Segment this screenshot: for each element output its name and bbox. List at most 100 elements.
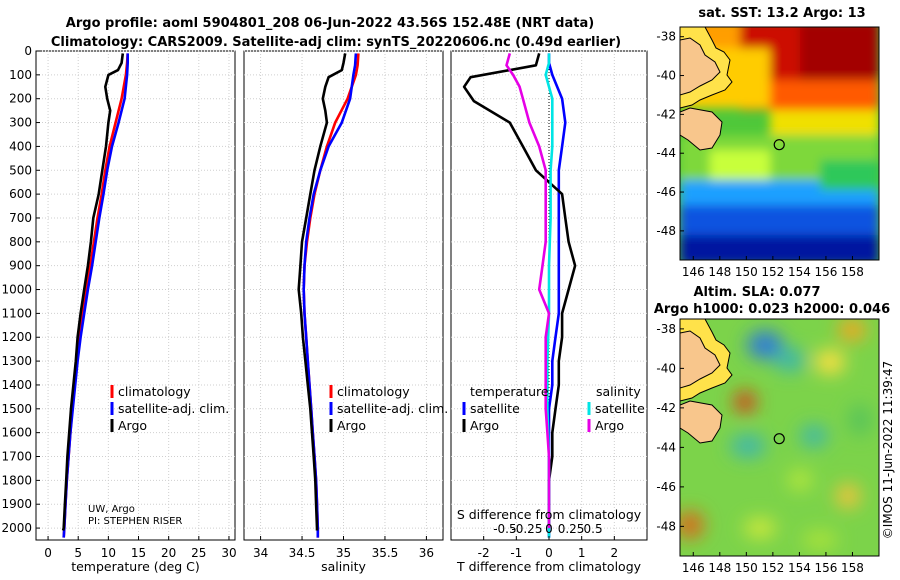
y-tick-label: 1300 xyxy=(1,354,32,368)
x-tick-label: 35 xyxy=(336,546,351,560)
map-x-tick-label: 156 xyxy=(814,561,837,575)
map-x-tick-label: 150 xyxy=(735,265,758,279)
y-tick-label: 1400 xyxy=(1,378,32,392)
sla-map-title-line2: Argo h1000: 0.023 h2000: 0.046 xyxy=(654,302,890,317)
map-y-tick-label: -48 xyxy=(656,519,676,533)
y-tick-label: 1600 xyxy=(1,426,32,440)
map-x-tick-label: 146 xyxy=(682,265,705,279)
difference-xlabel-s: S difference from climatology xyxy=(457,507,642,522)
imos-watermark: ©IMOS 11-Jun-2022 11:39:47 xyxy=(881,361,895,539)
y-tick-label: 1000 xyxy=(1,283,32,297)
x-tick-label: 0 xyxy=(545,546,553,560)
y-tick-label: 1900 xyxy=(1,497,32,511)
x-tick-label: 25 xyxy=(191,546,206,560)
map-x-tick-label: 158 xyxy=(841,561,864,575)
y-tick-label: 0 xyxy=(24,44,32,58)
y-tick-label: 200 xyxy=(9,92,32,106)
legend-label-satellite: satellite-adj. clim. xyxy=(118,401,229,416)
legend-label-t-satellite: satellite xyxy=(470,401,520,416)
difference-xlabel-t: T difference from climatology xyxy=(456,559,642,574)
series-line-t-argo xyxy=(462,53,577,529)
temperature-panel: 0100200300400500600700800900100011001200… xyxy=(1,44,236,574)
map-y-tick-label: -44 xyxy=(656,146,676,160)
x-tick-label: -1 xyxy=(510,546,522,560)
sla-argo-marker xyxy=(773,433,785,445)
y-tick-label: 1800 xyxy=(1,473,32,487)
legend-label-climatology: climatology xyxy=(337,384,410,399)
s-tick-label: 0.5 xyxy=(584,522,603,536)
credit-line1: UW, Argo xyxy=(88,504,135,515)
y-tick-label: 100 xyxy=(9,68,32,82)
map-x-tick-label: 154 xyxy=(788,265,811,279)
x-tick-label: 20 xyxy=(161,546,176,560)
map-x-tick-label: 152 xyxy=(761,265,784,279)
y-tick-label: 1500 xyxy=(1,402,32,416)
legend-label-s-satellite: satellite xyxy=(595,401,645,416)
map-y-tick-label: -48 xyxy=(656,224,676,238)
salinity-axes xyxy=(243,50,444,541)
sst-map-title: sat. SST: 13.2 Argo: 13 xyxy=(698,6,865,21)
s-tick-label: 0 xyxy=(545,522,553,536)
y-tick-label: 2000 xyxy=(1,521,32,535)
legend-title-temperature: temperature xyxy=(470,384,549,399)
y-tick-label: 700 xyxy=(9,211,32,225)
legend-label-t-argo: Argo xyxy=(470,418,499,433)
series-line-argo xyxy=(297,53,347,531)
y-tick-label: 900 xyxy=(9,259,32,273)
map-x-tick-label: 148 xyxy=(708,561,731,575)
x-tick-label: 34 xyxy=(253,546,268,560)
sst-map-frame xyxy=(679,26,880,261)
y-tick-label: 500 xyxy=(9,163,32,177)
legend-title-salinity: salinity xyxy=(596,384,641,399)
x-tick-label: 1 xyxy=(578,546,586,560)
map-x-tick-label: 150 xyxy=(735,561,758,575)
legend-label-argo: Argo xyxy=(118,418,147,433)
s-tick-label: 0.25 xyxy=(558,522,585,536)
legend-label-climatology: climatology xyxy=(118,384,191,399)
salinity-legend: climatology satellite-adj. clim. Argo xyxy=(329,384,448,433)
y-tick-label: 300 xyxy=(9,116,32,130)
temperature-legend: climatology satellite-adj. clim. Argo xyxy=(110,384,229,433)
s-tick-label: -0.25 xyxy=(511,522,542,536)
x-tick-label: 0 xyxy=(44,546,52,560)
difference-legend: temperature satellite Argo salinity sate… xyxy=(462,384,645,433)
sla-map-frame xyxy=(679,318,880,557)
x-tick-label: 30 xyxy=(221,546,236,560)
legend-label-s-argo: Argo xyxy=(595,418,624,433)
map-y-tick-label: -46 xyxy=(656,185,676,199)
sla-map: Altim. SLA: 0.077 Argo h1000: 0.023 h200… xyxy=(654,285,890,575)
sst-map: sat. SST: 13.2 Argo: 13 14 xyxy=(656,6,880,279)
difference-panel: -2 -1 0 1 2 -0.5-0.25 0 0.25 0.5 T difference f… xyxy=(450,50,648,574)
sst-argo-marker xyxy=(773,139,785,151)
map-x-tick-label: 154 xyxy=(788,561,811,575)
salinity-panel: 34 34.5 35 35.5 36 salinity climatology sate… xyxy=(243,50,448,574)
map-y-tick-label: -40 xyxy=(656,361,676,375)
map-y-tick-label: -38 xyxy=(656,322,676,336)
x-tick-label: 35.5 xyxy=(372,546,399,560)
y-tick-label: 800 xyxy=(9,235,32,249)
y-tick-label: 1100 xyxy=(1,306,32,320)
map-y-tick-label: -42 xyxy=(656,401,676,415)
series-line-argo xyxy=(61,53,125,531)
x-tick-label: 15 xyxy=(131,546,146,560)
series-line-s-argo xyxy=(505,53,551,529)
figure-title-line2: Climatology: CARS2009. Satellite-adj cli… xyxy=(51,35,621,50)
map-x-tick-label: 148 xyxy=(708,265,731,279)
map-y-tick-label: -38 xyxy=(656,30,676,44)
map-x-tick-label: 152 xyxy=(761,561,784,575)
salinity-xlabel: salinity xyxy=(321,559,366,574)
x-tick-label: -2 xyxy=(478,546,490,560)
credit-line2: PI: STEPHEN RISER xyxy=(88,516,182,527)
map-x-tick-label: 146 xyxy=(682,561,705,575)
map-y-tick-label: -42 xyxy=(656,107,676,121)
y-tick-label: 600 xyxy=(9,187,32,201)
map-x-tick-label: 156 xyxy=(814,265,837,279)
sla-map-title-line1: Altim. SLA: 0.077 xyxy=(694,285,821,300)
map-x-tick-label: 158 xyxy=(841,265,864,279)
x-tick-label: 10 xyxy=(101,546,116,560)
x-tick-label: 2 xyxy=(611,546,619,560)
map-y-tick-label: -40 xyxy=(656,69,676,83)
legend-label-argo: Argo xyxy=(337,418,366,433)
series-line-s-satellite xyxy=(544,53,554,538)
y-tick-label: 1200 xyxy=(1,330,32,344)
